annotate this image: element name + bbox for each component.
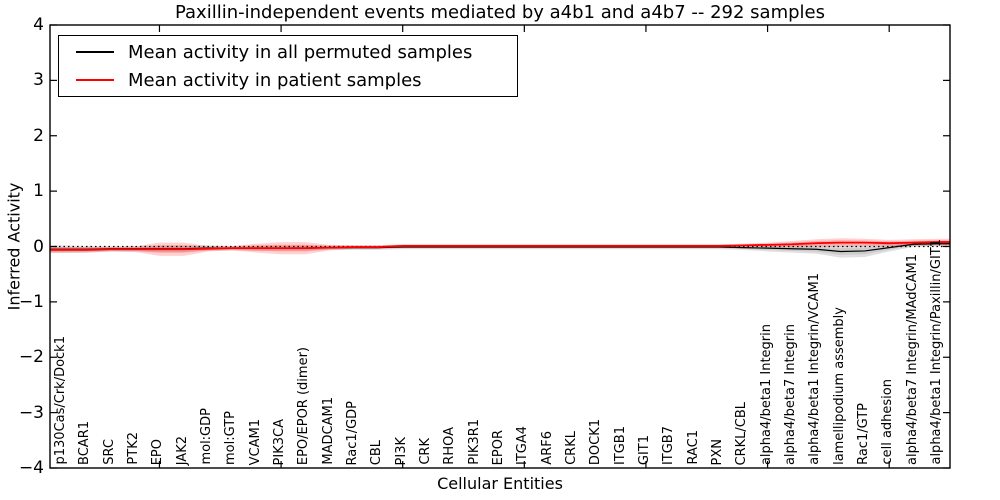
y-tick-label: 3	[33, 70, 44, 91]
y-tick-label: 2	[33, 125, 44, 146]
x-category-label: PIK3R1	[466, 419, 482, 465]
x-category-label: alpha4/beta1 Integrin	[758, 323, 774, 465]
axes-frame	[49, 24, 951, 469]
x-category-label: alpha4/beta7 Integrin/MAdCAM1	[904, 254, 920, 465]
x-category-label: DOCK1	[588, 418, 604, 465]
legend-item-patient: Mean activity in patient samples	[76, 70, 517, 91]
legend: Mean activity in all permuted samples Me…	[58, 35, 518, 97]
legend-line-black-icon	[76, 51, 114, 53]
x-category-label: ITGB7	[661, 425, 677, 465]
x-category-label: EPO	[150, 438, 166, 465]
x-category-label: Rac1/GTP	[855, 403, 871, 465]
x-category-label: PIK3CA	[272, 418, 288, 465]
y-tick-label: −2	[18, 347, 44, 368]
x-axis-label: Cellular Entities	[437, 474, 563, 493]
x-category-label: ARF6	[539, 431, 555, 465]
x-category-label: EPOR	[491, 429, 506, 465]
x-category-label: BCAR1	[77, 421, 93, 465]
y-tick-label: −4	[18, 458, 44, 478]
y-tick-label: −1	[18, 291, 44, 312]
y-tick-label: −3	[18, 402, 44, 423]
x-category-label: CBL	[369, 439, 385, 465]
x-category-label: PTK2	[126, 432, 142, 465]
x-category-label: cell adhesion	[880, 379, 896, 465]
legend-label-patient: Mean activity in patient samples	[128, 69, 422, 91]
x-category-label: ITGB1	[612, 425, 628, 465]
x-category-label: CRKL/CBL	[734, 401, 750, 466]
x-category-label: Rac1/GDP	[345, 400, 361, 465]
legend-item-permuted: Mean activity in all permuted samples	[76, 42, 517, 63]
x-category-label: SRC	[101, 439, 117, 465]
x-category-label: CRKL	[563, 431, 579, 465]
x-category-label: alpha4/beta1 Integrin/VCAM1	[807, 273, 823, 465]
x-category-label: JAK2	[174, 435, 190, 465]
x-category-label: alpha4/beta7 Integrin	[782, 323, 798, 465]
x-category-label: mol:GTP	[223, 411, 239, 465]
x-category-label: VCAM1	[247, 418, 263, 465]
legend-line-red-icon	[76, 79, 114, 81]
x-category-label: ITGA4	[515, 425, 531, 465]
x-category-label: lamellipodium assembly	[831, 307, 847, 465]
y-tick-label: 1	[33, 181, 44, 202]
x-category-label: MADCAM1	[320, 397, 336, 465]
x-category-label: PXN	[709, 438, 725, 465]
series-line-1	[50, 241, 950, 251]
legend-label-permuted: Mean activity in all permuted samples	[128, 41, 473, 63]
y-tick-label: 0	[33, 236, 44, 257]
x-category-label: p130Cas/Crk/Dock1	[53, 336, 69, 465]
x-category-label: alpha4/beta1 Integrin/Paxillin/GIT1	[928, 239, 944, 465]
x-category-label: EPO/EPOR (dimer)	[296, 346, 312, 465]
x-category-label: mol:GDP	[199, 408, 215, 465]
x-category-label: RHOA	[442, 427, 458, 465]
x-category-label: CRK	[418, 438, 434, 465]
x-category-label: GIT1	[636, 434, 652, 465]
y-tick-label: 4	[33, 15, 44, 35]
chart-title: Paxillin-independent events mediated by …	[174, 2, 825, 23]
x-category-label: PI3K	[393, 436, 409, 465]
x-category-label: RAC1	[685, 430, 701, 465]
